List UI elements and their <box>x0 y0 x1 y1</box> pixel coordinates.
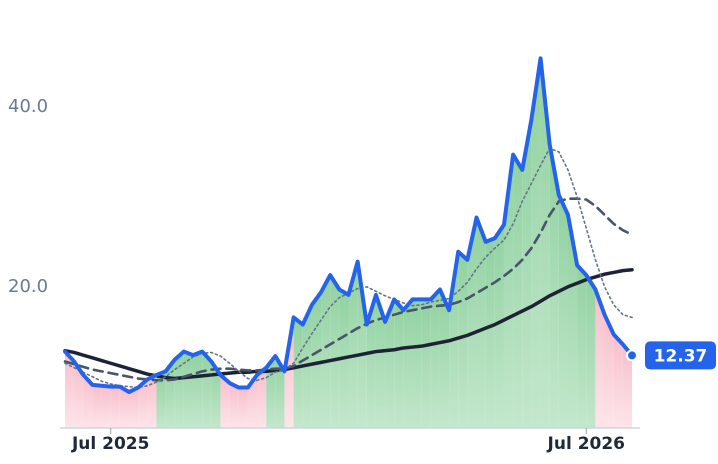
area-segment <box>83 374 93 428</box>
area-segment <box>577 265 587 428</box>
area-segment <box>311 292 322 428</box>
x-tick-label: Jul 2025 <box>71 434 150 454</box>
moving-average-line <box>63 267 634 381</box>
area-segment <box>193 351 203 428</box>
area-segment <box>604 314 614 428</box>
area-segment <box>110 386 120 428</box>
area-segment <box>65 351 75 428</box>
area-segment <box>229 383 239 428</box>
area-segment <box>183 351 194 428</box>
area-segment <box>247 374 258 428</box>
area-segment <box>211 361 221 428</box>
area-segment <box>366 294 376 428</box>
area-segment <box>119 386 130 428</box>
area-segment <box>494 224 504 428</box>
area-segment <box>156 371 166 428</box>
area-segment <box>595 289 605 428</box>
area-segment <box>394 299 404 428</box>
area-segment <box>531 58 541 429</box>
area-segment <box>467 217 477 428</box>
price-line <box>63 56 634 395</box>
area-segment <box>476 217 486 428</box>
y-tick-label: 40.0 <box>8 96 48 117</box>
x-tick-label: Jul 2026 <box>547 434 626 454</box>
area-segment <box>403 299 413 428</box>
area-segment <box>622 344 632 428</box>
area-segment <box>458 251 468 428</box>
area-segment <box>284 317 294 428</box>
area-segment <box>129 387 139 428</box>
area-segment <box>385 299 395 428</box>
y-tick-label: 20.0 <box>8 276 48 297</box>
area-segment <box>430 289 440 428</box>
area-segment <box>257 367 267 428</box>
area-segment <box>613 334 623 428</box>
area-segment <box>174 351 184 428</box>
area-segment <box>321 275 331 428</box>
area-segment <box>101 385 111 428</box>
area-segment <box>439 289 450 428</box>
area-segment <box>348 261 358 428</box>
area-segment <box>138 379 148 428</box>
area-segment <box>485 238 495 428</box>
area-segment <box>238 387 248 428</box>
area-segment <box>567 214 578 428</box>
area-segment <box>412 299 422 428</box>
area-segment <box>147 374 157 428</box>
area-segment <box>586 275 596 428</box>
area-segment <box>293 317 303 428</box>
area-segment <box>92 384 102 428</box>
area-segment <box>540 58 550 429</box>
value-badge <box>645 341 716 370</box>
last-point <box>626 349 638 362</box>
value-badge-label: 12.37 <box>654 346 708 366</box>
area-segment <box>421 299 431 428</box>
area-segment <box>503 154 514 428</box>
area-segment <box>220 374 230 428</box>
area-segment <box>202 351 212 428</box>
area-segment <box>549 144 559 428</box>
area-segment <box>275 356 285 428</box>
area-segment <box>375 294 386 428</box>
area-segment <box>74 361 84 428</box>
area-segment <box>513 154 523 428</box>
area-segment <box>558 195 568 428</box>
area-segment <box>330 275 340 428</box>
area-segment <box>357 261 367 428</box>
